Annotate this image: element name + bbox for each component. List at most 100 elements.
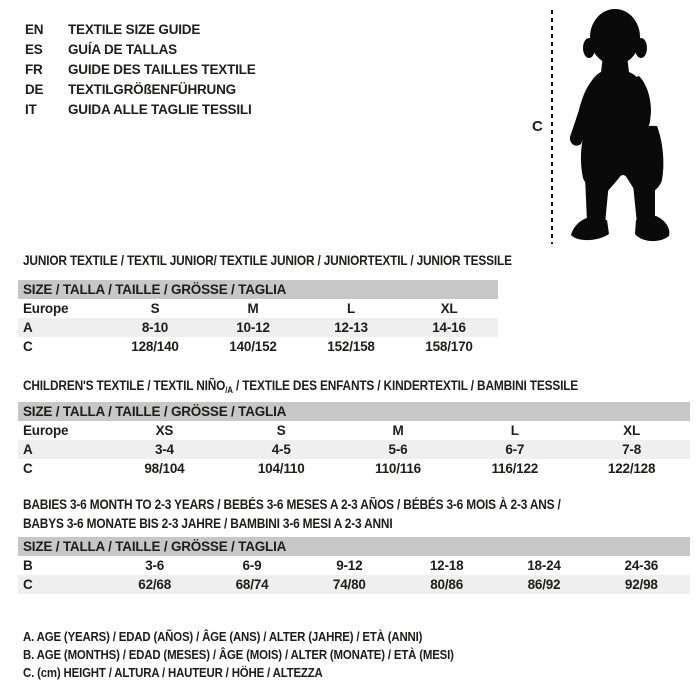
size-cell: XL [440,301,458,316]
size-header-text: SIZE / TALLA / TAILLE / GRÖSSE / TAGLIA [23,282,287,297]
section-title-text-line1: BABIES 3-6 MONTH TO 2-3 YEARS / BEBÉS 3-… [23,497,561,512]
language-code: EN [25,22,44,37]
language-label: TEXTILGRÖßENFÜHRUNG [68,82,236,97]
babies-size-table: SIZE / TALLA / TAILLE / GRÖSSE / TAGLIA … [18,537,690,594]
size-header-bar: SIZE / TALLA / TAILLE / GRÖSSE / TAGLIA [18,402,690,421]
section-title-junior: JUNIOR TEXTILE / TEXTIL JUNIOR/ TEXTILE … [23,251,578,270]
size-cell: L [346,301,356,316]
size-cell: 24-36 [624,558,659,573]
size-cell: 7-8 [622,442,642,457]
size-cell: 62/68 [138,577,172,592]
legend-line-c: C. (cm) HEIGHT / ALTURA / HAUTEUR / HÖHE… [23,664,513,682]
legend-text: B. AGE (MONTHS) / EDAD (MESES) / ÂGE (MO… [23,647,454,662]
size-cell: 80/86 [430,577,464,592]
size-cell: 68/74 [235,577,269,592]
size-cell: 10-12 [236,320,270,335]
size-cell: XL [623,423,641,438]
table-row-height: C 98/104 104/110 110/116 116/122 122/128 [18,459,690,478]
size-cell: 5-6 [388,442,408,457]
language-code: ES [25,42,43,57]
size-header-text: SIZE / TALLA / TAILLE / GRÖSSE / TAGLIA [23,404,287,419]
section-title-children: CHILDREN'S TEXTILE / TEXTIL NIÑO/A / TEX… [23,376,654,397]
row-label: Europe [23,423,69,438]
language-row-en: EN TEXTILE SIZE GUIDE [25,20,256,40]
size-cell: 6-7 [505,442,525,457]
title-part: CHILDREN'S TEXTILE / TEXTIL NIÑO [23,378,226,393]
language-code: FR [25,62,43,77]
measure-label-c: C [532,118,543,135]
language-row-de: DE TEXTILGRÖßENFÜHRUNG [25,80,256,100]
section-title-text: CHILDREN'S TEXTILE / TEXTIL NIÑO/A / TEX… [23,376,578,397]
language-label: GUIDE DES TAILLES TEXTILE [68,62,256,77]
size-cell: XS [155,423,174,438]
legend-line-b: B. AGE (MONTHS) / EDAD (MESES) / ÂGE (MO… [23,646,513,664]
title-part: / TEXTILE DES ENFANTS / KINDERTEXTIL / B… [232,378,579,393]
size-cell: M [247,301,259,316]
size-cell: 116/122 [491,461,539,476]
measure-legend: A. AGE (YEARS) / EDAD (AÑOS) / ÂGE (ANS)… [23,628,513,682]
size-cell: 140/152 [229,339,277,354]
table-row-europe: Europe S M L XL [18,299,498,318]
table-row-europe: Europe XS S M L XL [18,421,690,440]
height-measure-dashed-line [551,10,553,244]
row-label: A [23,320,33,335]
size-cell: 12-18 [429,558,464,573]
language-row-es: ES GUÍA DE TALLAS [25,40,256,60]
size-cell: 74/80 [332,577,366,592]
row-label: C [23,339,33,354]
language-row-fr: FR GUIDE DES TAILLES TEXTILE [25,60,256,80]
size-cell: 110/116 [375,461,421,476]
language-label: GUIDA ALLE TAGLIE TESSILI [68,102,252,117]
size-cell: 14-16 [432,320,466,335]
size-cell: 3-6 [145,558,165,573]
size-cell: 8-10 [141,320,169,335]
children-size-table: SIZE / TALLA / TAILLE / GRÖSSE / TAGLIA … [18,402,690,478]
legend-text: C. (cm) HEIGHT / ALTURA / HAUTEUR / HÖHE… [23,665,323,680]
row-label: Europe [23,301,69,316]
section-title-text: JUNIOR TEXTILE / TEXTIL JUNIOR/ TEXTILE … [23,253,512,268]
legend-line-a: A. AGE (YEARS) / EDAD (AÑOS) / ÂGE (ANS)… [23,628,513,646]
section-title-babies: BABIES 3-6 MONTH TO 2-3 YEARS / BEBÉS 3-… [23,495,634,533]
size-header-text: SIZE / TALLA / TAILLE / GRÖSSE / TAGLIA [23,539,287,554]
language-code: IT [25,102,37,117]
size-cell: 4-5 [271,442,291,457]
table-row-age: A 3-4 4-5 5-6 6-7 7-8 [18,440,690,459]
row-label: C [23,461,33,476]
language-label: TEXTILE SIZE GUIDE [68,22,201,37]
table-row-age-months: B 3-6 6-9 9-12 12-18 18-24 24-36 [18,556,690,575]
language-code: DE [25,82,44,97]
size-header-bar: SIZE / TALLA / TAILLE / GRÖSSE / TAGLIA [18,280,498,299]
size-cell: 122/128 [607,461,656,476]
size-cell: 152/158 [327,339,375,354]
size-cell: L [510,423,519,438]
size-cell: 12-13 [334,320,368,335]
toddler-silhouette-icon [569,9,670,242]
size-cell: 104/110 [257,461,305,476]
size-cell: 9-12 [336,558,363,573]
size-cell: 98/104 [144,461,185,476]
size-cell: 3-4 [154,442,174,457]
language-title-list: EN TEXTILE SIZE GUIDE ES GUÍA DE TALLAS … [25,20,256,120]
row-label: A [23,442,33,457]
junior-size-table: SIZE / TALLA / TAILLE / GRÖSSE / TAGLIA … [18,280,498,356]
size-cell: S [276,423,286,438]
size-cell: 158/170 [425,339,473,354]
legend-text: A. AGE (YEARS) / EDAD (AÑOS) / ÂGE (ANS)… [23,629,423,644]
row-label: B [23,558,33,573]
size-cell: S [150,301,160,316]
size-cell: M [392,423,404,438]
height-measure-figure: C [500,0,700,255]
size-cell: 18-24 [527,558,561,573]
section-title-text-line2: BABYS 3-6 MONATE BIS 2-3 JAHRE / BAMBINI… [23,516,393,531]
table-row-height: C 62/68 68/74 74/80 80/86 86/92 92/98 [18,575,690,594]
language-label: GUÍA DE TALLAS [68,42,177,57]
language-row-it: IT GUIDA ALLE TAGLIE TESSILI [25,100,256,120]
row-label: C [23,577,33,592]
size-cell: 6-9 [242,558,262,573]
size-header-bar: SIZE / TALLA / TAILLE / GRÖSSE / TAGLIA [18,537,690,556]
size-cell: 128/140 [131,339,179,354]
size-cell: 92/98 [624,577,658,592]
table-row-age: A 8-10 10-12 12-13 14-16 [18,318,498,337]
table-row-height: C 128/140 140/152 152/158 158/170 [18,337,498,356]
